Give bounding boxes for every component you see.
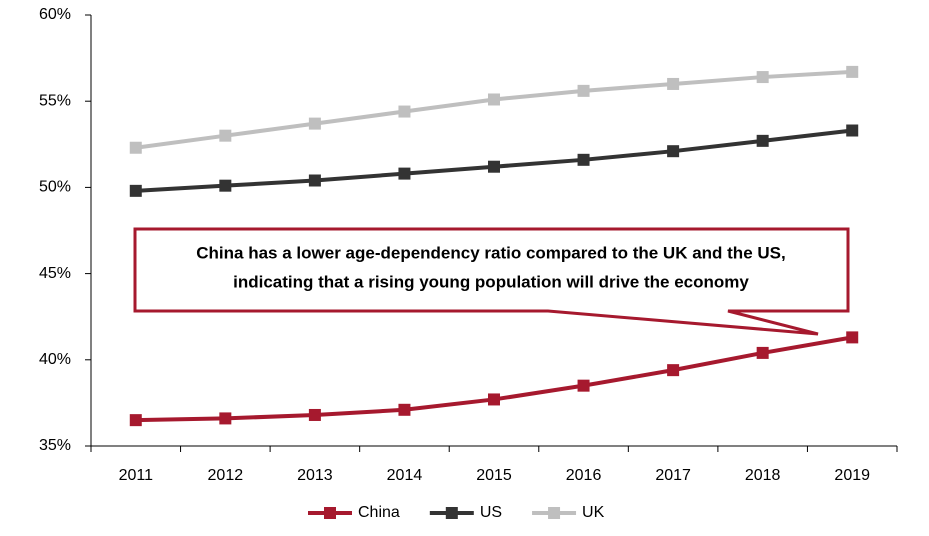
callout <box>133 227 850 336</box>
marker <box>308 174 321 187</box>
marker <box>756 134 769 147</box>
legend-marker <box>548 507 561 519</box>
marker <box>129 414 142 427</box>
y-tick-label: 40% <box>39 351 71 368</box>
marker <box>398 403 411 416</box>
marker <box>308 117 321 130</box>
y-tick-label: 55% <box>39 92 71 109</box>
marker <box>129 141 142 154</box>
series-line <box>135 69 853 150</box>
marker <box>846 65 859 78</box>
legend-label: China <box>358 504 400 521</box>
marker <box>577 153 590 166</box>
marker <box>308 408 321 421</box>
y-tick-label: 50% <box>39 179 71 196</box>
legend-marker <box>324 507 336 519</box>
x-tick-label: 2012 <box>208 467 244 484</box>
x-tick-label: 2015 <box>476 467 512 484</box>
legend-label: US <box>480 504 502 521</box>
marker <box>846 331 859 344</box>
marker <box>219 179 232 192</box>
x-tick-label: 2017 <box>655 467 691 484</box>
marker <box>398 105 411 118</box>
marker <box>577 379 590 392</box>
x-tick-label: 2019 <box>834 467 870 484</box>
annotation: indicating that a rising young populatio… <box>233 272 749 291</box>
marker <box>219 129 232 142</box>
legend-label: UK <box>582 504 605 521</box>
marker <box>846 124 859 137</box>
marker <box>756 71 769 84</box>
marker <box>756 346 769 359</box>
marker <box>219 412 232 425</box>
marker <box>667 364 680 377</box>
y-tick-label: 45% <box>39 265 71 282</box>
series-line <box>135 128 853 193</box>
x-tick-label: 2016 <box>566 467 602 484</box>
marker <box>488 93 500 106</box>
series-line <box>135 335 853 423</box>
marker <box>129 184 142 197</box>
legend-marker <box>445 507 458 519</box>
marker <box>577 84 590 97</box>
x-tick-label: 2014 <box>387 467 423 484</box>
marker <box>488 393 500 406</box>
x-tick-label: 2018 <box>745 467 781 484</box>
x-tick-label: 2013 <box>297 467 333 484</box>
marker <box>667 145 680 158</box>
marker <box>667 77 680 90</box>
marker <box>398 167 411 180</box>
annotation: China has a lower age-dependency ratio c… <box>196 243 785 262</box>
x-tick-label: 2011 <box>119 467 154 484</box>
marker <box>488 160 500 173</box>
y-tick-label: 60% <box>39 6 71 23</box>
y-tick-label: 35% <box>39 437 71 454</box>
